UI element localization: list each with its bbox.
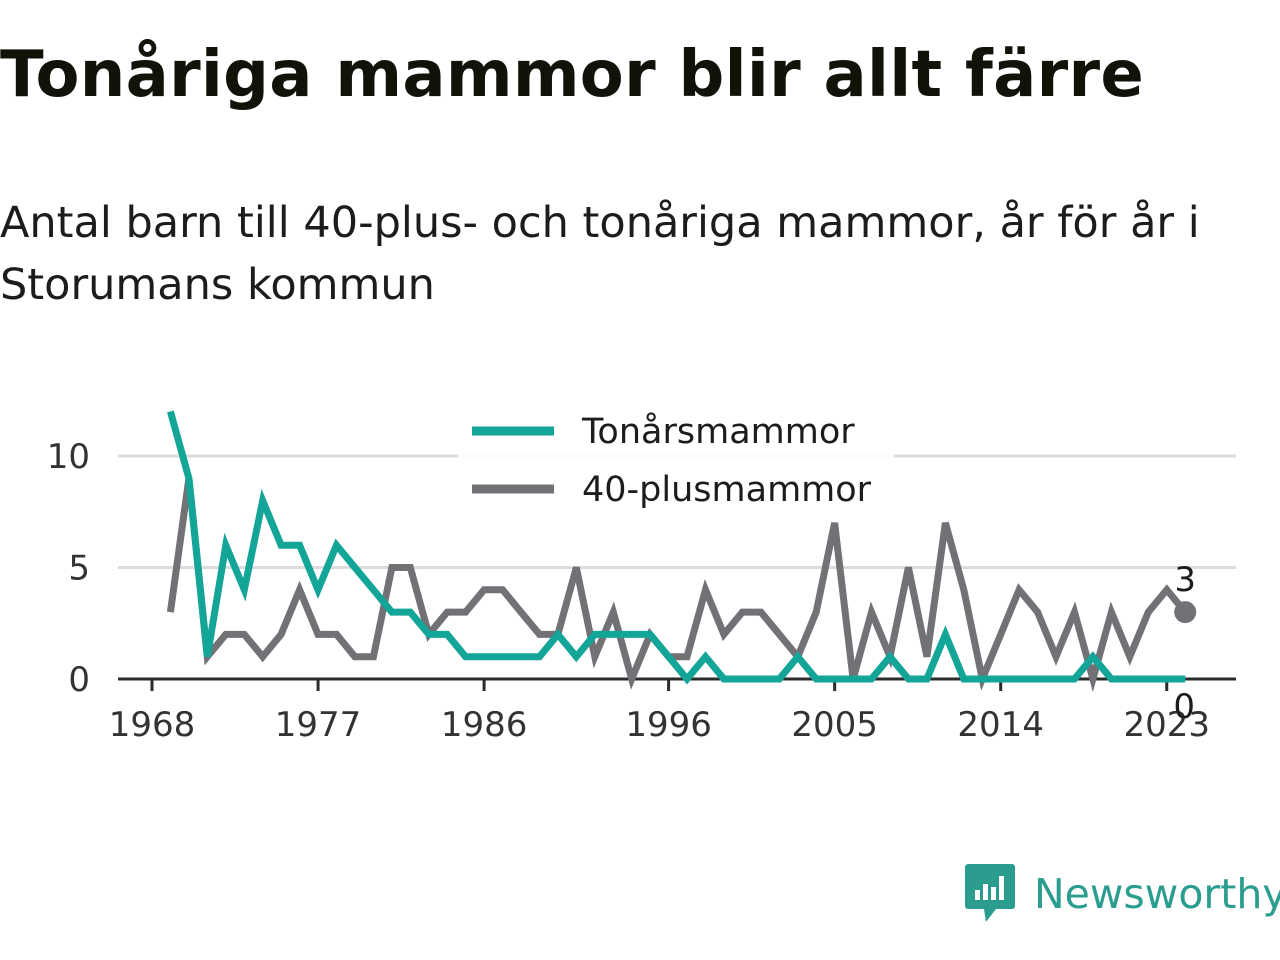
x-tick-label: 2014 [957, 705, 1044, 745]
brand-logo: Newsworthy [964, 862, 1280, 926]
y-tick-label: 10 [47, 437, 90, 477]
x-axis-ticks: 1968 1977 1986 1996 2005 2014 2023 [109, 679, 1210, 745]
page-title: Tonåriga mammor blir allt färre [0, 38, 1145, 112]
x-tick-label: 2005 [791, 705, 878, 745]
brand-name: Newsworthy [1034, 870, 1280, 918]
legend-label-ton-rsmammor: Tonårsmammor [581, 411, 855, 452]
page-subtitle: Antal barn till 40-plus- och tonåriga ma… [0, 198, 1200, 310]
x-tick-label: 1986 [441, 705, 528, 745]
legend-label-40-plusmammor: 40-plusmammor [582, 470, 872, 510]
legend-background [458, 402, 894, 514]
x-tick-label: 1977 [275, 705, 362, 745]
newsworthy-logo-icon [965, 864, 1015, 922]
end-label-tonarsmammor: 0 [1173, 687, 1195, 727]
x-tick-label: 2023 [1123, 705, 1210, 745]
x-tick-label: 1996 [625, 705, 712, 745]
series-lines [166, 410, 1188, 693]
y-tick-label: 0 [68, 660, 90, 700]
end-marker-40-plusmammor [1174, 601, 1197, 624]
series-line-ton-rsmammor [167, 410, 1186, 685]
y-axis-ticks: 0 5 10 [47, 437, 90, 700]
x-tick-label: 1968 [109, 705, 196, 745]
y-tick-label: 5 [68, 549, 90, 589]
end-label-40-plusmammor: 3 [1174, 560, 1196, 600]
series-endpoints: 30 [1173, 560, 1197, 727]
series-line-40-plusmammor [166, 477, 1188, 693]
legend: Tonårsmammor 40-plusmammor [458, 402, 894, 514]
